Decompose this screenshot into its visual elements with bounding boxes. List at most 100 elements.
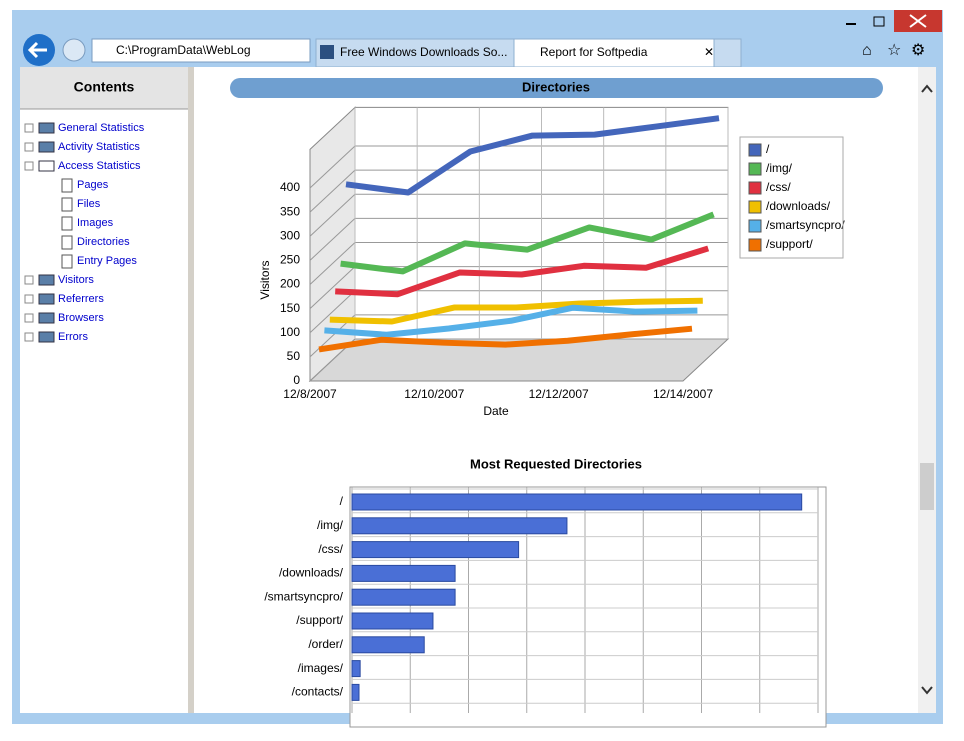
- nav-link[interactable]: Files: [77, 198, 101, 210]
- sidebar-title: Contents: [74, 79, 135, 95]
- legend-swatch: [748, 219, 762, 233]
- y-tick-label: 150: [280, 301, 300, 315]
- legend-swatch: [748, 143, 762, 157]
- sidebar-header: [20, 67, 188, 109]
- bar: [351, 588, 456, 606]
- y-axis-label: Visitors: [258, 260, 272, 299]
- legend-label: /downloads/: [766, 199, 831, 213]
- settings-icon[interactable]: ⚙: [911, 42, 925, 59]
- side-wall: [309, 106, 356, 383]
- y-tick-label: 300: [280, 228, 300, 242]
- grid-line: [309, 169, 356, 213]
- y-tick-label: 400: [280, 180, 300, 194]
- legend-box: [739, 136, 844, 259]
- expander[interactable]: [24, 123, 34, 133]
- nav-link[interactable]: Pages: [77, 179, 109, 191]
- expander[interactable]: [24, 142, 34, 152]
- page-icon: [61, 235, 73, 250]
- grid-line: [309, 218, 356, 261]
- expander[interactable]: [24, 313, 34, 323]
- x-tick-label: 12/10/2007: [404, 387, 464, 401]
- scroll-down[interactable]: [921, 686, 933, 695]
- nav-link[interactable]: Browsers: [58, 312, 104, 324]
- page-icon: [61, 197, 73, 212]
- y-tick-label: /smartsyncpro/: [264, 589, 343, 603]
- favorites-icon[interactable]: ☆: [887, 42, 901, 59]
- tab-title: Free Windows Downloads So...: [340, 45, 507, 59]
- y-tick-label: /support/: [296, 613, 343, 627]
- y-tick-label: /: [340, 494, 344, 508]
- grid-line: [309, 145, 356, 189]
- series-line: [318, 325, 693, 353]
- grid-line: [309, 242, 356, 285]
- bar: [351, 612, 434, 630]
- x-axis-label: Date: [483, 404, 509, 418]
- nav-link[interactable]: Referrers: [58, 293, 104, 305]
- maximize-button[interactable]: [873, 16, 885, 27]
- grid-line: [309, 266, 356, 309]
- scrollbar[interactable]: [918, 67, 936, 713]
- legend-swatch: [748, 238, 762, 252]
- legend-label: /smartsyncpro/: [766, 218, 845, 232]
- book-icon: [38, 160, 55, 172]
- bar: [351, 493, 803, 511]
- expander[interactable]: [24, 294, 34, 304]
- book-icon: [38, 312, 55, 324]
- y-tick-label: /css/: [318, 542, 343, 556]
- legend-swatch: [748, 181, 762, 195]
- tab-close[interactable]: ✕: [704, 45, 714, 59]
- bar: [351, 660, 361, 678]
- y-tick-label: 50: [287, 349, 301, 363]
- legend-swatch: [748, 200, 762, 214]
- nav-link[interactable]: Errors: [58, 331, 88, 343]
- tab-title: Report for Softpedia: [540, 45, 648, 59]
- address-bar[interactable]: [91, 38, 311, 63]
- y-tick-label: 100: [280, 325, 300, 339]
- legend-label: /support/: [766, 237, 813, 251]
- book-icon: [38, 122, 55, 134]
- new-tab[interactable]: [713, 38, 742, 68]
- book-icon: [38, 274, 55, 286]
- legend-swatch: [748, 162, 762, 176]
- y-tick-label: /contacts/: [292, 685, 344, 699]
- series-line: [345, 115, 720, 196]
- legend-label: /css/: [766, 180, 791, 194]
- page-icon: [61, 254, 73, 269]
- legend-label: /: [766, 142, 770, 156]
- back-arrow: [27, 41, 47, 59]
- grid-line: [309, 290, 356, 334]
- bar: [351, 564, 456, 582]
- expander[interactable]: [24, 275, 34, 285]
- x-tick-label: 12/8/2007: [283, 387, 337, 401]
- book-icon: [38, 331, 55, 343]
- x-tick-label: 12/14/2007: [653, 387, 713, 401]
- scrollbar-thumb[interactable]: [920, 463, 934, 510]
- scroll-up[interactable]: [921, 84, 933, 93]
- home-icon[interactable]: ⌂: [862, 42, 872, 59]
- book-icon: [38, 141, 55, 153]
- expander[interactable]: [24, 161, 34, 171]
- frame-splitter: [188, 67, 194, 713]
- y-tick-label: /img/: [317, 518, 344, 532]
- expander[interactable]: [24, 332, 34, 342]
- nav-link[interactable]: Activity Statistics: [58, 141, 140, 153]
- nav-link[interactable]: Visitors: [58, 274, 94, 286]
- tab-icon: [320, 45, 334, 59]
- nav-link[interactable]: Images: [77, 217, 114, 229]
- nav-link[interactable]: Access Statistics: [58, 160, 141, 172]
- bar: [351, 517, 568, 535]
- tab-active[interactable]: [513, 38, 715, 68]
- address-text: C:\ProgramData\WebLog: [116, 43, 251, 57]
- page-icon: [61, 216, 73, 231]
- series-line: [335, 245, 710, 298]
- series-line: [329, 297, 703, 325]
- nav-link[interactable]: Entry Pages: [77, 255, 137, 267]
- y-tick-label: 200: [280, 277, 300, 291]
- series-line: [340, 211, 715, 275]
- nav-link[interactable]: General Statistics: [58, 122, 145, 134]
- y-tick-label: 0: [293, 373, 300, 387]
- grid-line: [309, 193, 356, 237]
- nav-link[interactable]: Directories: [77, 236, 130, 248]
- forward-button[interactable]: [62, 38, 86, 62]
- close-icon: [909, 14, 927, 28]
